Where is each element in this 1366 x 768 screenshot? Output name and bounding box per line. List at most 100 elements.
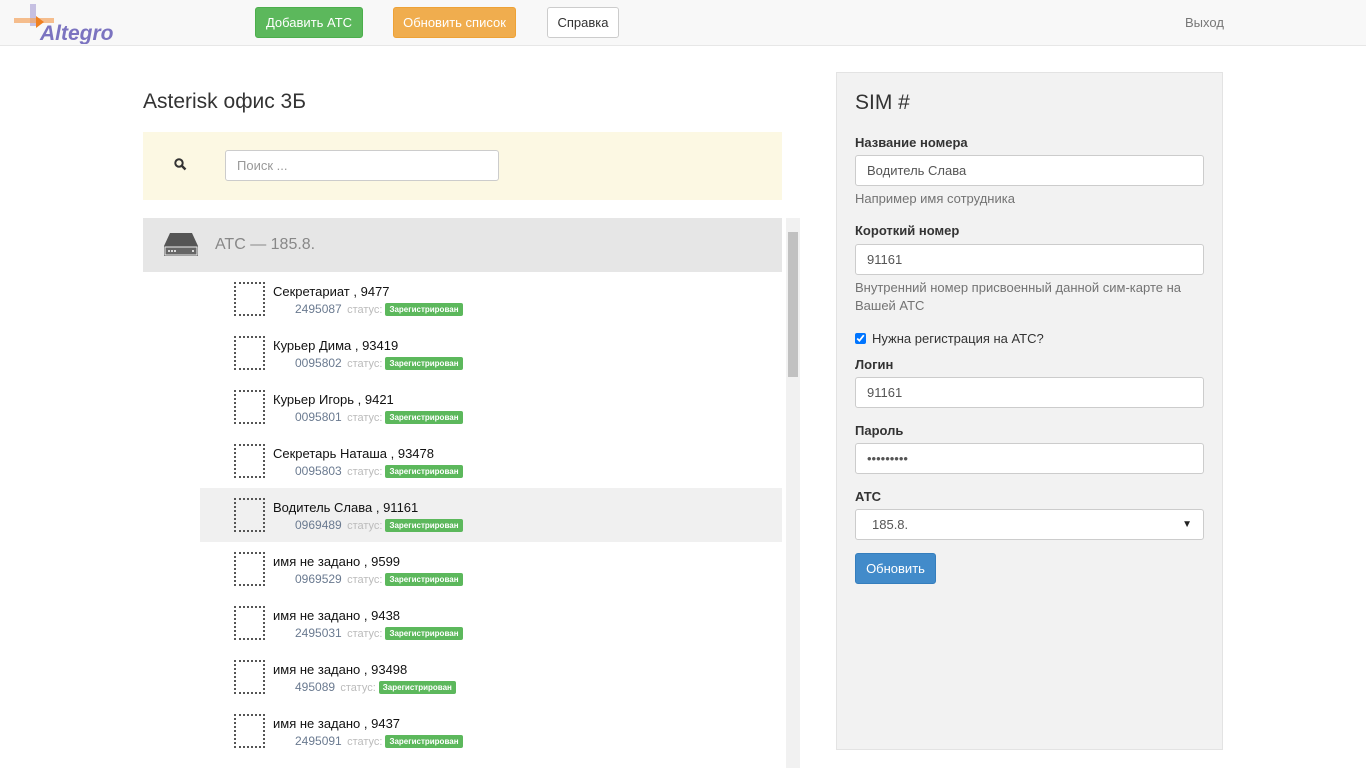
sim-number: 2495091 — [295, 734, 342, 748]
password-label: Пароль — [855, 423, 904, 438]
status-label: статус: — [340, 682, 376, 694]
registration-checkbox[interactable] — [855, 333, 866, 344]
svg-text:Altegro: Altegro — [39, 22, 114, 44]
short-number-help: Внутренний номер присвоенный данной сим-… — [855, 280, 1182, 313]
password-field[interactable]: ••••••••• — [855, 443, 1204, 474]
altegro-logo[interactable]: Altegro — [14, 2, 144, 45]
search-bar — [143, 132, 782, 200]
sim-details: 0095801 статус: Зарегистрирован — [273, 410, 473, 424]
sim-name: Курьер Дима , 93419 — [273, 338, 399, 353]
server-device-icon — [164, 233, 198, 256]
status-label: статус: — [347, 412, 383, 424]
sim-details: 495089 статус: Зарегистрирован — [273, 680, 473, 694]
status-label: статус: — [347, 574, 383, 586]
status-badge: Зарегистрирован — [385, 303, 463, 316]
refresh-list-button[interactable]: Обновить список — [393, 7, 516, 38]
status-label: статус: — [347, 304, 383, 316]
search-icon — [174, 158, 187, 171]
sim-number: 2495087 — [295, 302, 342, 316]
caret-down-icon: ▼ — [1182, 519, 1192, 530]
navbar: Altegro Добавить АТС Обновить список Спр… — [0, 0, 1366, 46]
sim-number: 0095802 — [295, 356, 342, 370]
short-number-label: Короткий номер — [855, 223, 960, 238]
sim-card-icon — [234, 498, 265, 532]
sim-details: 0969529 статус: Зарегистрирован — [273, 572, 473, 586]
sim-card-icon — [234, 336, 265, 370]
sim-number: 0095803 — [295, 464, 342, 478]
sim-number: 495089 — [295, 680, 336, 694]
sim-name: Водитель Слава , 91161 — [273, 500, 419, 515]
logout-link[interactable]: Выход — [1185, 15, 1224, 30]
sim-list-item[interactable]: Курьер Дима , 93419 0095802 статус: Зарег… — [200, 326, 782, 380]
status-label: статус: — [347, 358, 383, 370]
sim-list-item[interactable]: имя не задано , 93498 495089 статус: Заре… — [200, 650, 782, 704]
sim-details: 0969489 статус: Зарегистрирован — [273, 518, 473, 532]
sim-card-icon — [234, 444, 265, 478]
ats-label: АТС — [855, 489, 882, 504]
help-button[interactable]: Справка — [547, 7, 619, 38]
sim-list: АТС — 185.8. Секретариат , 9477 2495087 … — [143, 218, 782, 768]
sim-name: имя не задано , 9437 — [273, 716, 401, 731]
sim-list-item[interactable]: Секретарь Наташа , 93478 0095803 статус:… — [200, 434, 782, 488]
sim-list-item[interactable]: имя не задано , 9438 2495031 статус: Заре… — [200, 596, 782, 650]
form-title: SIM # — [855, 91, 910, 114]
sim-card-icon — [234, 714, 265, 748]
status-badge: Зарегистрирован — [385, 519, 463, 532]
sim-details: 2495091 статус: Зарегистрирован — [273, 734, 473, 748]
sim-name: имя не задано , 9599 — [273, 554, 401, 569]
status-badge: Зарегистрирован — [385, 573, 463, 586]
status-label: статус: — [347, 466, 383, 478]
sim-card-icon — [234, 390, 265, 424]
status-label: статус: — [347, 736, 383, 748]
status-badge: Зарегистрирован — [385, 411, 463, 424]
status-badge: Зарегистрирован — [385, 627, 463, 640]
sim-name: имя не задано , 9438 — [273, 608, 401, 623]
login-field[interactable]: 91161 — [855, 377, 1204, 408]
search-input[interactable] — [225, 150, 499, 181]
sim-card-icon — [234, 660, 265, 694]
sim-name: Курьер Игорь , 9421 — [273, 392, 394, 407]
status-label: статус: — [347, 628, 383, 640]
sim-number: 0969529 — [295, 572, 342, 586]
sim-details: 2495031 статус: Зарегистрирован — [273, 626, 473, 640]
name-field[interactable]: Водитель Слава — [855, 155, 1204, 186]
registration-label: Нужна регистрация на АТС? — [872, 331, 1044, 346]
sim-card-icon — [234, 552, 265, 586]
sim-name: Секретарь Наташа , 93478 — [273, 446, 435, 461]
sim-card-icon — [234, 282, 265, 316]
sim-name: имя не задано , 93498 — [273, 662, 408, 677]
status-badge: Зарегистрирован — [385, 735, 463, 748]
update-button[interactable]: Обновить — [855, 553, 936, 584]
sim-card-icon — [234, 606, 265, 640]
add-ats-button[interactable]: Добавить АТС — [255, 7, 363, 38]
sim-details: 0095803 статус: Зарегистрирован — [273, 464, 473, 478]
sim-list-item[interactable]: Водитель Слава , 91161 0969489 статус: За… — [200, 488, 782, 542]
login-label: Логин — [855, 357, 894, 372]
status-badge: Зарегистрирован — [385, 357, 463, 370]
ats-group-label: АТС — 185.8. — [215, 236, 316, 253]
ats-group-header[interactable]: АТС — 185.8. — [143, 218, 782, 272]
page-title: Asterisk офис 3Б — [143, 90, 306, 113]
status-badge: Зарегистрирован — [385, 465, 463, 478]
name-help: Например имя сотрудника — [855, 191, 1015, 206]
sim-number: 2495031 — [295, 626, 342, 640]
scrollbar-thumb[interactable] — [788, 232, 798, 377]
sim-list-item[interactable]: имя не задано , 9437 2495091 статус: Заре… — [200, 704, 782, 758]
sim-name: Секретариат , 9477 — [273, 284, 390, 299]
list-scrollbar[interactable] — [786, 218, 800, 768]
sim-list-item[interactable]: Курьер Игорь , 9421 0095801 статус: Зарег… — [200, 380, 782, 434]
registration-checkbox-row[interactable]: Нужна регистрация на АТС? — [855, 331, 1044, 346]
ats-select[interactable]: 185.8. ▼ — [855, 509, 1204, 540]
sim-details: 0095802 статус: Зарегистрирован — [273, 356, 473, 370]
sim-list-item[interactable]: Секретариат , 9477 2495087 статус: Зареги… — [200, 272, 782, 326]
name-label: Название номера — [855, 135, 968, 150]
status-label: статус: — [347, 520, 383, 532]
sim-details: 2495087 статус: Зарегистрирован — [273, 302, 473, 316]
sim-list-item[interactable]: имя не задано , 9599 0969529 статус: Заре… — [200, 542, 782, 596]
short-number-field[interactable]: 91161 — [855, 244, 1204, 275]
ats-select-value: 185.8. — [872, 517, 909, 532]
status-badge: Зарегистрирован — [378, 681, 456, 694]
sim-number: 0095801 — [295, 410, 342, 424]
sim-number: 0969489 — [295, 518, 342, 532]
sim-form-panel: SIM # Название номера Водитель Слава Нап… — [836, 72, 1223, 750]
